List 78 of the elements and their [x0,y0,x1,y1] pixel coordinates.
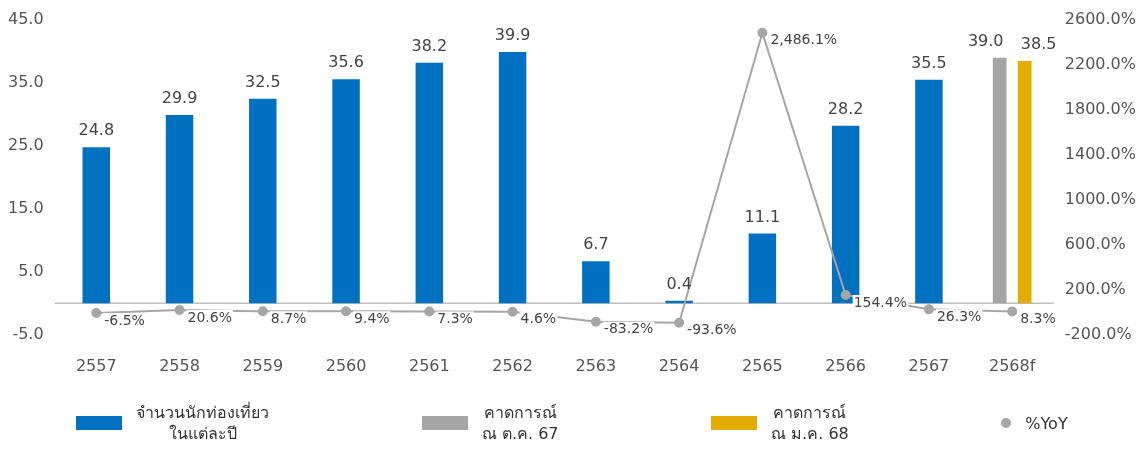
x-tick-label: 2560 [325,355,367,375]
data-label: 8.7% [270,309,307,326]
data-label: -83.2% [603,320,654,337]
x-tick-label: 2558 [159,355,200,375]
bar [415,62,444,304]
bar [332,79,360,304]
x-tick-label: 2561 [408,355,450,375]
point [1007,306,1018,317]
x-tick-label: 2563 [575,355,617,375]
point [91,308,102,319]
data-label: -93.6% [687,321,737,338]
data-label: 154.4% [853,293,908,310]
y2-tick-label: 1000.0% [1064,189,1136,209]
bar [748,233,777,304]
y2-tick-label: 600.0% [1064,234,1126,254]
legend-label: %YoY [1025,412,1068,434]
bar [249,98,277,304]
data-label: 32.5 [244,71,281,91]
y2-tick-label: 200.0% [1064,278,1126,298]
y-tick-label: 45.0 [8,9,44,29]
y2-tick-label: 1400.0% [1064,144,1136,164]
point [674,317,685,328]
x-tick-label: 2567 [908,355,950,375]
point [507,306,518,317]
bar [1017,60,1032,304]
y-tick-label: 5.0 [18,261,44,280]
data-label: 24.8 [78,120,115,140]
data-label: 28.2 [827,98,864,118]
x-tick-label: 2559 [242,355,284,375]
bar [165,115,194,304]
data-label: 29.9 [161,88,198,108]
point [590,316,601,327]
data-label: 6.7 [583,234,609,254]
bar [498,52,527,304]
point [257,306,268,317]
data-label: 7.3% [437,310,473,327]
y2-tick-label: -200.0% [1064,323,1132,343]
data-label: 39.0 [967,30,1004,50]
y2-tick-label: 1800.0% [1064,99,1136,119]
data-label: 20.6% [187,308,233,325]
y2-tick-label: 2600.0% [1064,9,1136,29]
legend-label: คาดการณ์ ณ ม.ค. 68 [771,402,849,444]
data-label: 35.5 [911,52,947,72]
data-label: 8.3% [1020,310,1056,327]
legend-label: คาดการณ์ ณ ต.ค. 67 [481,402,559,444]
data-label: 9.4% [354,309,390,326]
data-label: -6.5% [104,311,145,328]
x-tick-label: 2568f [989,355,1036,375]
y2-tick-label: 2200.0% [1064,54,1136,74]
point [341,306,352,317]
point [424,306,435,317]
point [923,304,934,315]
bar [582,261,610,304]
data-label: 26.3% [936,308,982,324]
point [757,27,768,38]
data-label: 39.9 [494,25,531,45]
data-label: 2,486.1% [770,31,838,48]
bar [915,79,943,304]
bar [992,57,1007,304]
bar [82,147,110,304]
y-tick-label: -5.0 [12,323,44,343]
point [174,305,185,315]
point [840,289,851,300]
y-tick-label: 15.0 [8,198,44,218]
data-label: 38.5 [1020,34,1057,54]
data-label: 11.1 [744,206,781,226]
data-label: 38.2 [411,35,448,55]
x-tick-label: 2566 [825,355,867,375]
data-label: 35.6 [328,52,364,72]
y-tick-label: 35.0 [8,72,44,92]
y-tick-label: 25.0 [8,135,44,155]
x-tick-label: 2564 [658,355,700,375]
legend-label: จำนวนนักท่องเที่ยว ในแต่ละปี [136,402,270,444]
x-tick-label: 2565 [742,355,783,375]
x-tick-label: 2557 [75,355,117,375]
data-label: 0.4 [666,273,692,293]
x-tick-label: 2562 [492,355,533,375]
data-label: 4.6% [520,310,557,327]
